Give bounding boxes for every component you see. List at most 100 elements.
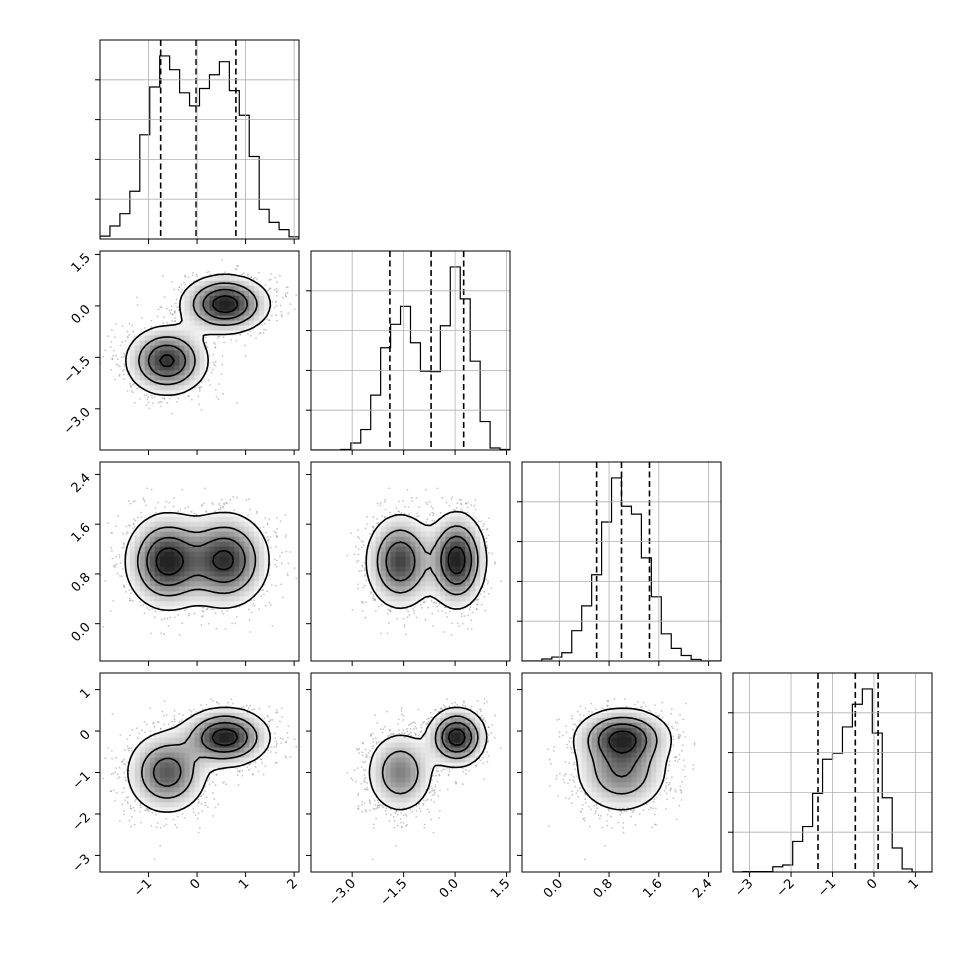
sample-point: [176, 306, 179, 308]
density-cell: [234, 285, 240, 292]
sample-point: [144, 327, 147, 329]
density-cell: [159, 350, 165, 356]
sample-point: [128, 599, 131, 602]
density-cell: [199, 335, 205, 341]
density-cell: [139, 340, 146, 346]
sample-point: [214, 389, 217, 391]
density-cell: [214, 305, 220, 311]
density-cell: [179, 330, 185, 336]
density-cell: [149, 365, 156, 371]
sample-point: [171, 319, 174, 322]
density-cell: [129, 375, 136, 381]
sample-point: [247, 332, 249, 335]
density-cell: [124, 360, 131, 366]
sample-point: [266, 523, 269, 526]
sample-point: [119, 575, 121, 577]
sample-point: [266, 522, 269, 525]
density-cell: [199, 280, 205, 287]
density-cell: [254, 285, 260, 292]
sample-point: [147, 401, 150, 404]
density-cell: [149, 340, 156, 346]
sample-point: [248, 619, 251, 622]
density-cell: [184, 350, 190, 356]
density-cell: [129, 360, 136, 366]
sample-point: [275, 516, 278, 519]
sample-point: [214, 346, 217, 349]
sample-point: [275, 294, 278, 297]
sample-point: [284, 536, 287, 538]
density-cell: [194, 330, 200, 336]
density-cell: [149, 350, 156, 356]
sample-point: [132, 500, 135, 503]
density-cell: [129, 365, 136, 371]
sample-point: [212, 608, 215, 611]
density-cell: [244, 280, 250, 287]
sample-point: [165, 307, 168, 310]
sample-point: [285, 550, 288, 553]
sample-point: [146, 398, 149, 401]
sample-point: [250, 276, 252, 279]
density-cell: [179, 375, 185, 381]
density-cell: [149, 385, 156, 391]
sample-point: [111, 358, 114, 361]
sample-point: [163, 397, 166, 400]
sample-point: [120, 575, 123, 578]
density-cell: [219, 290, 225, 297]
sample-point: [250, 276, 253, 278]
density-cell: [204, 275, 210, 282]
sample-point: [152, 402, 154, 404]
sample-point: [259, 527, 261, 529]
sample-point: [174, 312, 176, 314]
sample-point: [236, 496, 239, 499]
density-cell: [249, 280, 255, 287]
sample-point: [131, 324, 134, 327]
sample-point: [214, 510, 216, 513]
density-cell: [149, 375, 156, 381]
sample-point: [215, 395, 218, 398]
density-cell: [164, 345, 170, 351]
sample-point: [275, 291, 278, 294]
density-cell: [214, 310, 220, 316]
sample-point: [269, 287, 272, 290]
density-cell: [174, 355, 180, 361]
density-cell: [184, 340, 190, 346]
sample-point: [112, 354, 115, 357]
density-cell: [199, 295, 205, 302]
sample-point: [120, 356, 123, 359]
density-cell: [244, 290, 250, 297]
density-cell: [184, 300, 190, 307]
sample-point: [187, 506, 190, 508]
sample-point: [242, 272, 245, 275]
density-cell: [179, 305, 185, 311]
sample-point: [112, 349, 115, 352]
sample-point: [289, 551, 292, 553]
sample-point: [175, 298, 178, 301]
sample-point: [136, 387, 138, 390]
density-cell: [184, 335, 190, 341]
sample-point: [102, 355, 105, 358]
sample-point: [280, 583, 283, 586]
sample-point: [268, 518, 271, 521]
sample-point: [172, 313, 175, 316]
sample-point: [153, 616, 156, 619]
sample-point: [285, 295, 288, 298]
sample-point: [200, 504, 203, 507]
sample-point: [115, 354, 118, 357]
density-cell: [194, 355, 200, 361]
density-cell: [164, 325, 170, 331]
sample-point: [271, 301, 274, 303]
sample-point: [275, 300, 277, 303]
sample-point: [253, 604, 256, 607]
sample-point: [114, 564, 117, 567]
density-cell: [134, 355, 141, 361]
sample-point: [154, 507, 157, 510]
density-cell: [209, 280, 215, 287]
contour-line: [138, 282, 258, 386]
sample-point: [286, 292, 289, 294]
sample-point: [173, 310, 176, 312]
sample-point: [115, 363, 118, 366]
density-cell: [209, 285, 215, 292]
sample-point: [188, 612, 191, 615]
density-cell: [184, 365, 190, 371]
